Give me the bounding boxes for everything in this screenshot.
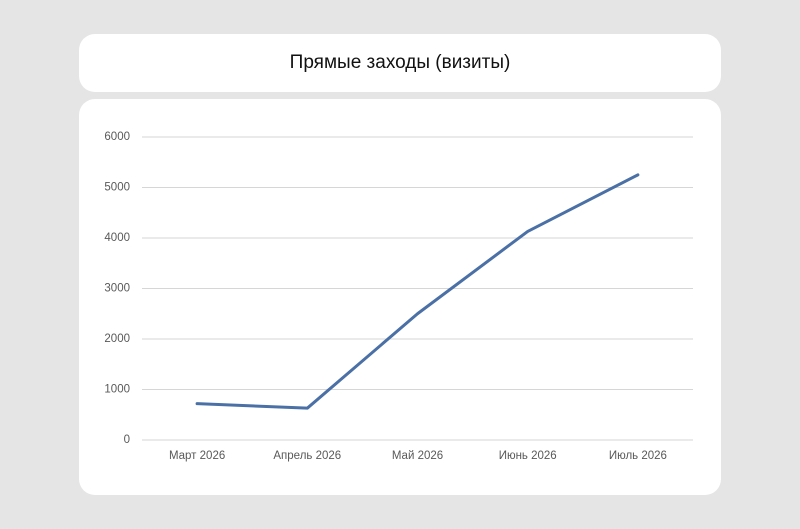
title-card: Прямые заходы (визиты): [79, 34, 721, 92]
data-line: [195, 173, 640, 410]
x-tick-label: Апрель 2026: [273, 450, 341, 462]
chart-card: [79, 99, 721, 495]
x-tick-label: Март 2026: [169, 450, 225, 462]
y-tick-label: 1000: [104, 384, 130, 396]
x-tick-label: Июнь 2026: [499, 450, 557, 462]
chart-title: Прямые заходы (визиты): [289, 52, 511, 73]
y-tick-label: 3000: [104, 283, 130, 295]
y-tick-label: 0: [124, 434, 130, 446]
y-tick-label: 4000: [104, 232, 130, 244]
y-tick-label: 6000: [104, 131, 130, 143]
y-tick-label: 2000: [104, 333, 130, 345]
y-tick-label: 5000: [104, 182, 130, 194]
x-tick-label: Июль 2026: [609, 450, 667, 462]
x-tick-label: Май 2026: [392, 450, 443, 462]
